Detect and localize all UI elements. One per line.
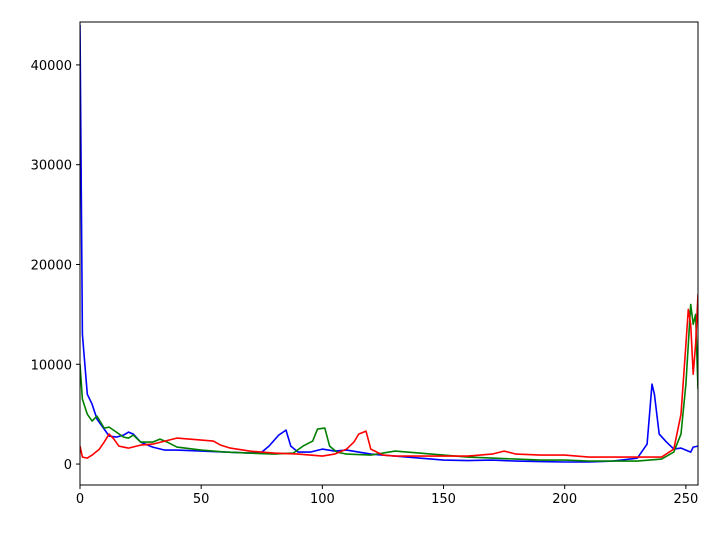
- x-tick-label: 200: [552, 492, 577, 507]
- series-lines: [80, 24, 698, 463]
- series-line-1: [80, 303, 698, 462]
- y-tick-label: 20000: [31, 258, 72, 273]
- x-tick-label: 100: [310, 492, 335, 507]
- x-tick-label: 0: [76, 492, 84, 507]
- y-tick-label: 0: [64, 458, 72, 473]
- series-line-0: [80, 24, 698, 463]
- y-tick-label: 40000: [31, 59, 72, 74]
- series-line-2: [80, 294, 698, 459]
- y-axis: 0 10000 20000 30000 40000: [31, 59, 80, 473]
- x-tick-label: 50: [193, 492, 210, 507]
- x-tick-label: 250: [673, 492, 698, 507]
- x-axis: 0 50 100 150 200 250: [76, 485, 698, 507]
- plot-frame: [79, 21, 699, 486]
- x-tick-label: 150: [431, 492, 456, 507]
- y-tick-label: 10000: [31, 358, 72, 373]
- y-tick-label: 30000: [31, 159, 72, 174]
